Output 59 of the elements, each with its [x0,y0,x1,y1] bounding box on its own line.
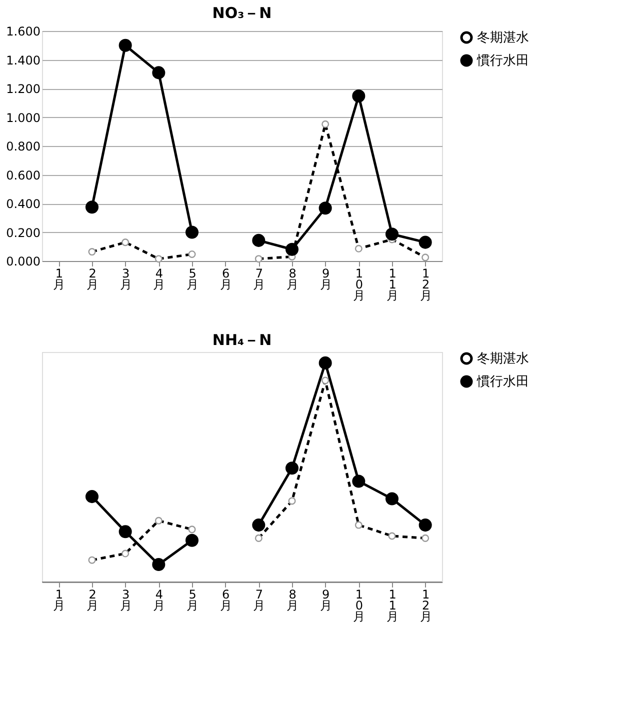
point [85,200,99,214]
y-tick-label: 1.200 [6,82,40,96]
x-tick-label: 3月 [120,266,132,292]
point [185,534,199,547]
point [418,518,432,532]
x-tick-label: 8月 [286,266,298,292]
x-tick-label: 9月 [320,588,332,612]
x-tick-label: 6月 [220,588,232,612]
point [185,226,199,239]
point [252,518,266,532]
x-tick-label: 4月 [153,588,166,612]
x-tick-label: 11月 [386,588,398,624]
y-tick-label: 0.200 [6,226,40,240]
point [352,474,366,488]
x-tick-label: 1月 [53,588,66,612]
x-tick-label: 10月 [353,266,366,302]
chart-title: NH₄－N [212,331,272,349]
x-tick-label: 5月 [186,588,198,612]
x-tick-label: 2月 [86,266,98,292]
point [118,38,132,52]
point [418,236,432,249]
point [385,492,399,506]
y-tick-label: 0.800 [6,140,40,154]
x-tick-label: 3月 [120,588,132,612]
y-tick-label: 1.000 [6,110,40,125]
point [285,242,299,256]
x-tick-label: 7月 [253,588,266,612]
legend-label: 慣行水田 [476,54,529,68]
point [352,89,366,102]
legend-label: 慣行水田 [476,374,529,390]
point [152,66,166,80]
x-tick-label: 5月 [186,266,198,292]
legend-label: 冬期湛水 [477,30,529,46]
x-tick-label: 12月 [420,588,432,624]
point [318,202,332,215]
x-tick-label: 4月 [153,266,166,292]
point [152,558,166,571]
x-tick-label: 7月 [253,266,266,292]
point [318,356,332,370]
x-tick-label: 1月 [53,266,66,292]
legend-label: 冬期湛水 [477,352,529,366]
x-tick-label: 11月 [386,266,398,302]
x-tick-label: 12月 [420,266,432,302]
point [252,234,266,247]
point [285,462,299,475]
y-tick-label: 0.400 [6,197,40,211]
point [85,490,99,504]
chart-title: NO₃－N [212,4,272,22]
x-tick-label: 9月 [320,266,332,292]
x-tick-label: 10月 [353,588,366,624]
x-tick-label: 8月 [286,588,298,612]
x-tick-label: 6月 [220,266,232,292]
y-tick-label: 0.000 [6,254,40,268]
y-tick-label: 1.600 [6,24,40,38]
y-tick-label: 1.400 [6,53,40,68]
y-tick-label: 0.600 [6,168,40,182]
point [118,525,132,538]
x-tick-label: 2月 [86,588,98,612]
point [385,228,399,241]
